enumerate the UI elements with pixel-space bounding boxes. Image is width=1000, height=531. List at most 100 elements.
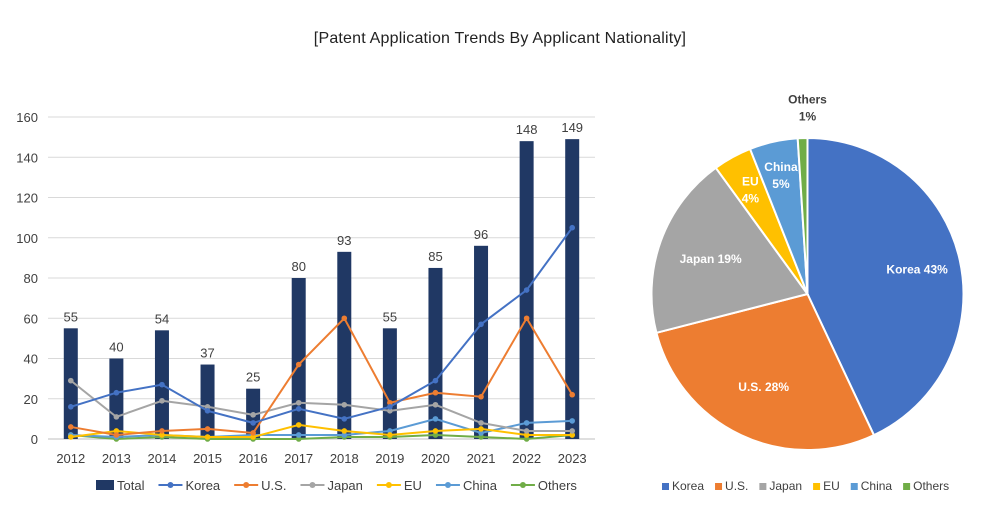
legend-label: Korea xyxy=(672,479,704,493)
point-eu xyxy=(67,434,74,440)
point-china xyxy=(295,432,302,438)
bar-data-label: 93 xyxy=(337,233,351,248)
legend-swatch xyxy=(903,483,911,490)
pie-legend-item-others: Others xyxy=(903,479,949,493)
point-eu xyxy=(113,428,120,434)
bar-data-label: 85 xyxy=(428,249,442,264)
point-us xyxy=(159,428,165,434)
legend-item-korea: Korea xyxy=(158,478,221,493)
point-eu xyxy=(250,434,256,440)
point-japan xyxy=(569,428,576,434)
point-us xyxy=(295,361,302,368)
legend-swatch xyxy=(662,483,669,490)
point-us xyxy=(478,393,484,400)
pie-label-eu: EU 4% xyxy=(742,175,760,206)
bar-data-label: 149 xyxy=(561,120,583,135)
legend-label: Japan xyxy=(327,478,362,493)
x-tick-label: 2023 xyxy=(558,451,587,466)
pie-slice-us xyxy=(655,292,876,451)
line-others xyxy=(70,433,573,441)
bar-total xyxy=(474,245,489,439)
pie-label-others: Others 1% xyxy=(788,93,827,124)
bar-data-label: 55 xyxy=(64,309,78,324)
point-korea xyxy=(295,406,302,412)
point-japan xyxy=(204,404,211,410)
point-others xyxy=(295,436,302,442)
y-tick-label: 40 xyxy=(24,352,38,367)
chart-title: [Patent Application Trends By Applicant … xyxy=(313,30,687,47)
point-us xyxy=(204,426,211,432)
point-eu xyxy=(159,432,165,438)
legend-marker xyxy=(167,482,174,488)
line-china xyxy=(70,417,573,438)
legend-swatch xyxy=(850,483,858,490)
x-tick-label: 2016 xyxy=(239,451,268,466)
x-tick-label: 2012 xyxy=(56,451,85,466)
point-korea xyxy=(387,404,393,410)
legend-label: EU xyxy=(823,479,840,493)
point-japan xyxy=(432,401,439,408)
pie-label-line: U.S. 28% xyxy=(738,380,789,394)
pie-label-line: China xyxy=(764,160,798,174)
y-tick-label: 160 xyxy=(16,110,38,125)
legend-label: China xyxy=(463,478,498,493)
point-eu xyxy=(341,428,348,434)
point-korea xyxy=(523,287,530,293)
pie-label-line: 5% xyxy=(772,177,790,191)
pie-legend-item-us: U.S. xyxy=(715,479,748,493)
point-china xyxy=(569,418,576,424)
point-others xyxy=(523,436,530,442)
point-china xyxy=(478,430,484,436)
bar-total xyxy=(382,328,397,439)
bar-data-label: 25 xyxy=(246,370,260,385)
x-tick-label: 2020 xyxy=(421,451,450,466)
point-japan xyxy=(250,412,256,418)
point-eu xyxy=(204,434,211,440)
bar-total xyxy=(565,139,580,439)
point-korea xyxy=(204,408,211,414)
pie-label-korea: Korea 43% xyxy=(886,262,948,276)
pie-label-japan: Japan 19% xyxy=(680,252,742,266)
pie-slice-others xyxy=(796,136,809,295)
pie-label-line: Others xyxy=(788,93,827,107)
point-us xyxy=(523,315,530,322)
y-tick-label: 140 xyxy=(16,150,38,165)
bar-data-label: 96 xyxy=(474,227,488,242)
point-japan xyxy=(67,377,74,384)
point-china xyxy=(432,416,439,422)
bar-total xyxy=(109,358,124,439)
bar-data-label: 148 xyxy=(516,122,538,137)
point-china xyxy=(387,428,393,434)
point-japan xyxy=(295,399,302,406)
legend-item-eu: EU xyxy=(376,478,422,493)
point-korea xyxy=(478,321,484,328)
point-japan xyxy=(523,428,530,434)
point-korea xyxy=(569,224,576,231)
legend-label: U.S. xyxy=(725,479,748,493)
point-us xyxy=(113,432,120,438)
legend-label: U.S. xyxy=(261,478,286,493)
pie-label-line: 1% xyxy=(799,110,817,124)
legend-label: EU xyxy=(404,478,422,493)
line-us xyxy=(70,316,574,436)
y-tick-label: 120 xyxy=(16,191,38,206)
y-tick-label: 80 xyxy=(24,271,38,286)
legend-marker xyxy=(385,482,392,488)
legend-swatch xyxy=(813,483,821,490)
legend-label: China xyxy=(861,479,893,493)
point-us xyxy=(250,430,256,436)
pie-label-china: China 5% xyxy=(764,160,798,191)
bar-total xyxy=(291,278,306,439)
legend-label: Total xyxy=(117,478,145,493)
bar-total xyxy=(200,364,215,439)
point-eu xyxy=(569,432,576,438)
x-tick-label: 2021 xyxy=(467,451,496,466)
line-korea xyxy=(70,227,574,424)
legend-marker xyxy=(243,482,250,488)
point-japan xyxy=(341,401,348,408)
y-tick-label: 100 xyxy=(16,231,38,246)
bar-data-label: 80 xyxy=(291,259,305,274)
point-eu xyxy=(478,426,484,432)
x-tick-label: 2017 xyxy=(284,451,313,466)
